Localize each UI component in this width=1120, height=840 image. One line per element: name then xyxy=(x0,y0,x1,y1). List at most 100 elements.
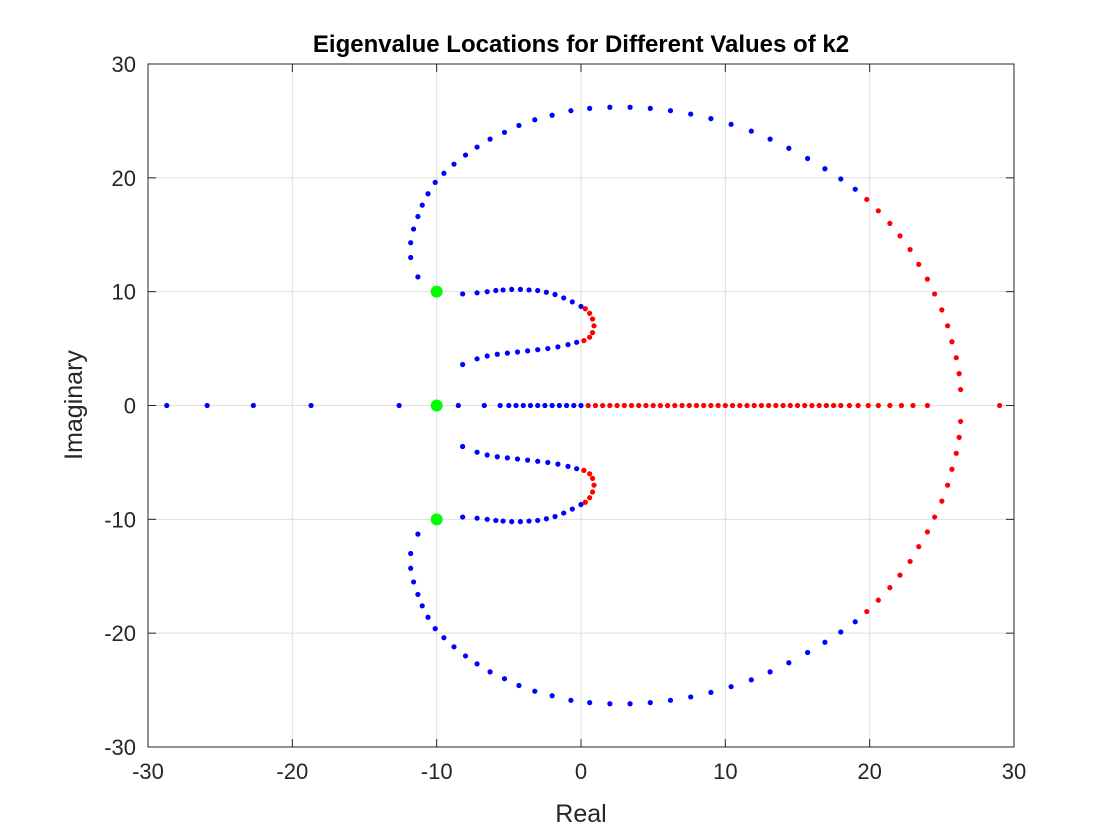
y-tick-label: 0 xyxy=(124,394,136,419)
blue-point xyxy=(527,402,534,409)
red-point xyxy=(939,307,945,313)
green-point xyxy=(430,285,443,298)
blue-point xyxy=(484,353,490,359)
blue-point xyxy=(542,402,548,409)
green-point xyxy=(430,399,443,412)
blue-point xyxy=(561,510,567,516)
blue-point xyxy=(822,639,828,645)
blue-point xyxy=(852,186,858,192)
blue-point xyxy=(460,443,466,450)
blue-point xyxy=(688,694,694,700)
red-point xyxy=(751,402,757,409)
blue-point xyxy=(574,466,580,472)
blue-point xyxy=(451,644,457,650)
red-point xyxy=(686,402,692,409)
blue-point xyxy=(164,402,170,409)
red-point xyxy=(587,310,593,316)
red-point xyxy=(591,323,597,329)
blue-point xyxy=(852,619,858,625)
blue-point xyxy=(565,463,571,470)
red-point xyxy=(787,402,793,409)
blue-point xyxy=(838,629,844,635)
blue-point xyxy=(532,117,538,123)
blue-point xyxy=(569,506,575,512)
blue-point xyxy=(607,701,613,707)
blue-point xyxy=(500,518,506,524)
red-point xyxy=(949,466,955,472)
blue-point xyxy=(545,345,551,352)
red-point xyxy=(898,402,905,409)
blue-point xyxy=(532,688,538,694)
red-point xyxy=(665,402,671,409)
red-point xyxy=(715,402,721,409)
red-point xyxy=(589,475,596,481)
blue-point xyxy=(441,170,447,176)
red-point xyxy=(591,482,597,488)
blue-point xyxy=(419,603,425,609)
blue-point xyxy=(549,112,555,118)
red-point xyxy=(939,498,945,504)
blue-point xyxy=(514,349,521,355)
x-tick-label: -30 xyxy=(132,759,164,784)
red-point xyxy=(582,499,588,505)
red-point xyxy=(916,544,922,550)
red-point xyxy=(672,402,678,409)
blue-point xyxy=(308,402,314,409)
y-tick-label: 30 xyxy=(112,52,136,77)
blue-point xyxy=(587,105,593,111)
blue-point xyxy=(408,240,414,246)
blue-point xyxy=(535,287,541,294)
red-point xyxy=(864,196,870,203)
blue-point xyxy=(481,402,487,409)
blue-point xyxy=(415,274,421,280)
red-point xyxy=(957,386,964,393)
red-point xyxy=(794,402,801,409)
blue-point xyxy=(419,202,425,208)
red-point xyxy=(607,402,613,409)
red-point xyxy=(932,291,938,297)
red-point xyxy=(887,402,893,409)
red-point xyxy=(809,402,815,409)
red-point xyxy=(953,450,959,456)
x-tick-label: 0 xyxy=(575,759,587,784)
red-point xyxy=(907,558,913,565)
blue-point xyxy=(535,458,541,464)
red-point xyxy=(830,402,837,409)
blue-point xyxy=(708,116,714,122)
blue-point xyxy=(509,519,515,525)
red-point xyxy=(949,339,955,345)
red-point xyxy=(614,402,620,409)
blue-point xyxy=(516,682,522,689)
blue-point xyxy=(408,550,414,557)
red-point xyxy=(907,246,913,253)
blue-point xyxy=(497,402,503,409)
red-point xyxy=(875,208,881,214)
blue-point xyxy=(627,701,633,707)
blue-point xyxy=(432,626,438,632)
blue-point xyxy=(767,669,773,675)
blue-point xyxy=(535,402,541,409)
blue-point xyxy=(578,303,584,310)
red-point xyxy=(600,402,606,409)
red-point xyxy=(864,608,870,615)
blue-point xyxy=(250,402,256,409)
blue-point xyxy=(647,700,653,706)
blue-point xyxy=(555,344,561,350)
chart-title: Eigenvalue Locations for Different Value… xyxy=(313,31,849,58)
y-tick-label: 10 xyxy=(112,280,136,305)
blue-point xyxy=(415,591,421,598)
blue-point xyxy=(535,347,541,353)
blue-point xyxy=(441,635,447,641)
blue-point xyxy=(708,689,714,695)
blue-point xyxy=(474,661,480,667)
red-point xyxy=(887,585,893,591)
red-point xyxy=(581,467,587,473)
red-point xyxy=(589,316,596,322)
blue-point xyxy=(460,361,466,368)
red-point xyxy=(945,482,951,488)
blue-point xyxy=(607,104,613,110)
red-point xyxy=(587,495,593,501)
red-point xyxy=(744,402,750,409)
blue-point xyxy=(565,341,571,348)
blue-point xyxy=(494,351,500,357)
